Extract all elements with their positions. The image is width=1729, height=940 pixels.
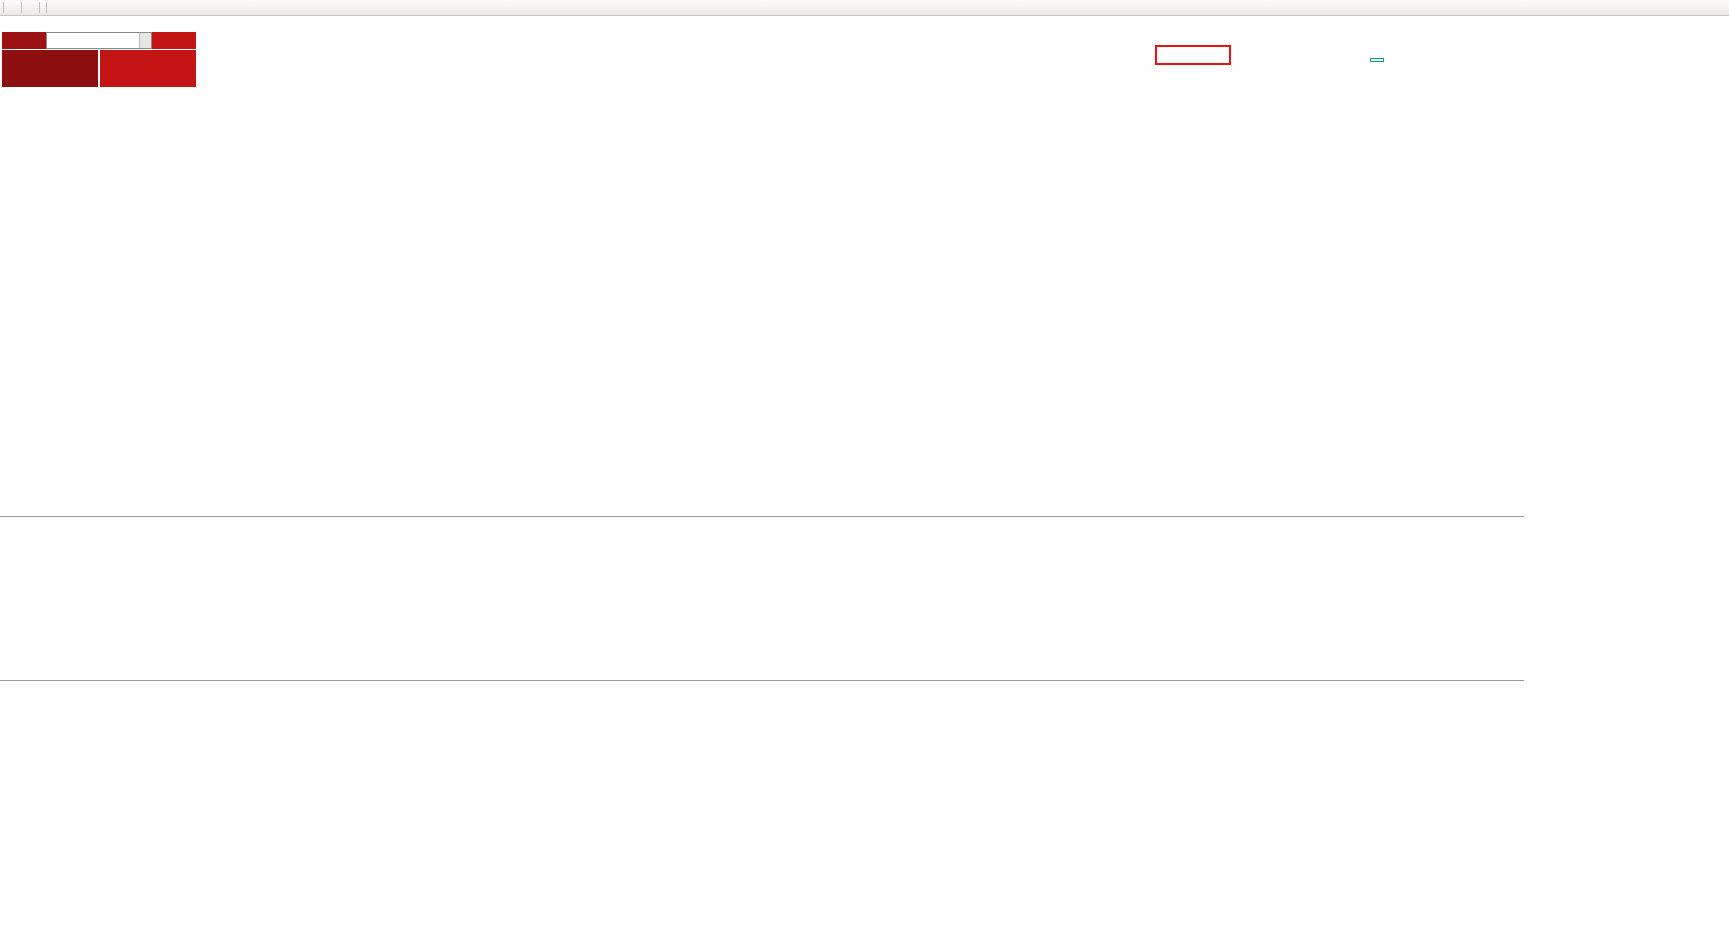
volume-spinner [139,33,151,48]
new-order-button[interactable] [7,1,18,14]
toolbar [0,0,1729,16]
buy-price-panel[interactable] [100,50,196,87]
one-click-trading-panel [2,32,196,87]
sell-button[interactable] [2,32,46,49]
toolbar-separator [39,2,40,13]
volume-input[interactable] [47,33,139,48]
macd-indicator-panel[interactable] [0,517,1524,679]
time-axis[interactable] [0,834,1570,852]
auto-trading-button[interactable] [25,1,36,14]
volume-field [46,32,152,49]
toolbar-separator [46,2,47,13]
buy-button[interactable] [152,32,196,49]
rsi-indicator-panel[interactable] [0,681,1524,833]
price-axis[interactable] [1524,0,1574,852]
toolbar-separator [21,2,22,13]
toolbar-separator [3,2,4,13]
main-price-chart[interactable] [0,15,1524,515]
sell-price-panel[interactable] [2,50,98,87]
panel-separator[interactable] [0,516,1570,517]
panel-separator[interactable] [0,680,1570,681]
price-annotation-label[interactable] [1155,45,1231,65]
note-annotation[interactable] [1370,58,1384,62]
